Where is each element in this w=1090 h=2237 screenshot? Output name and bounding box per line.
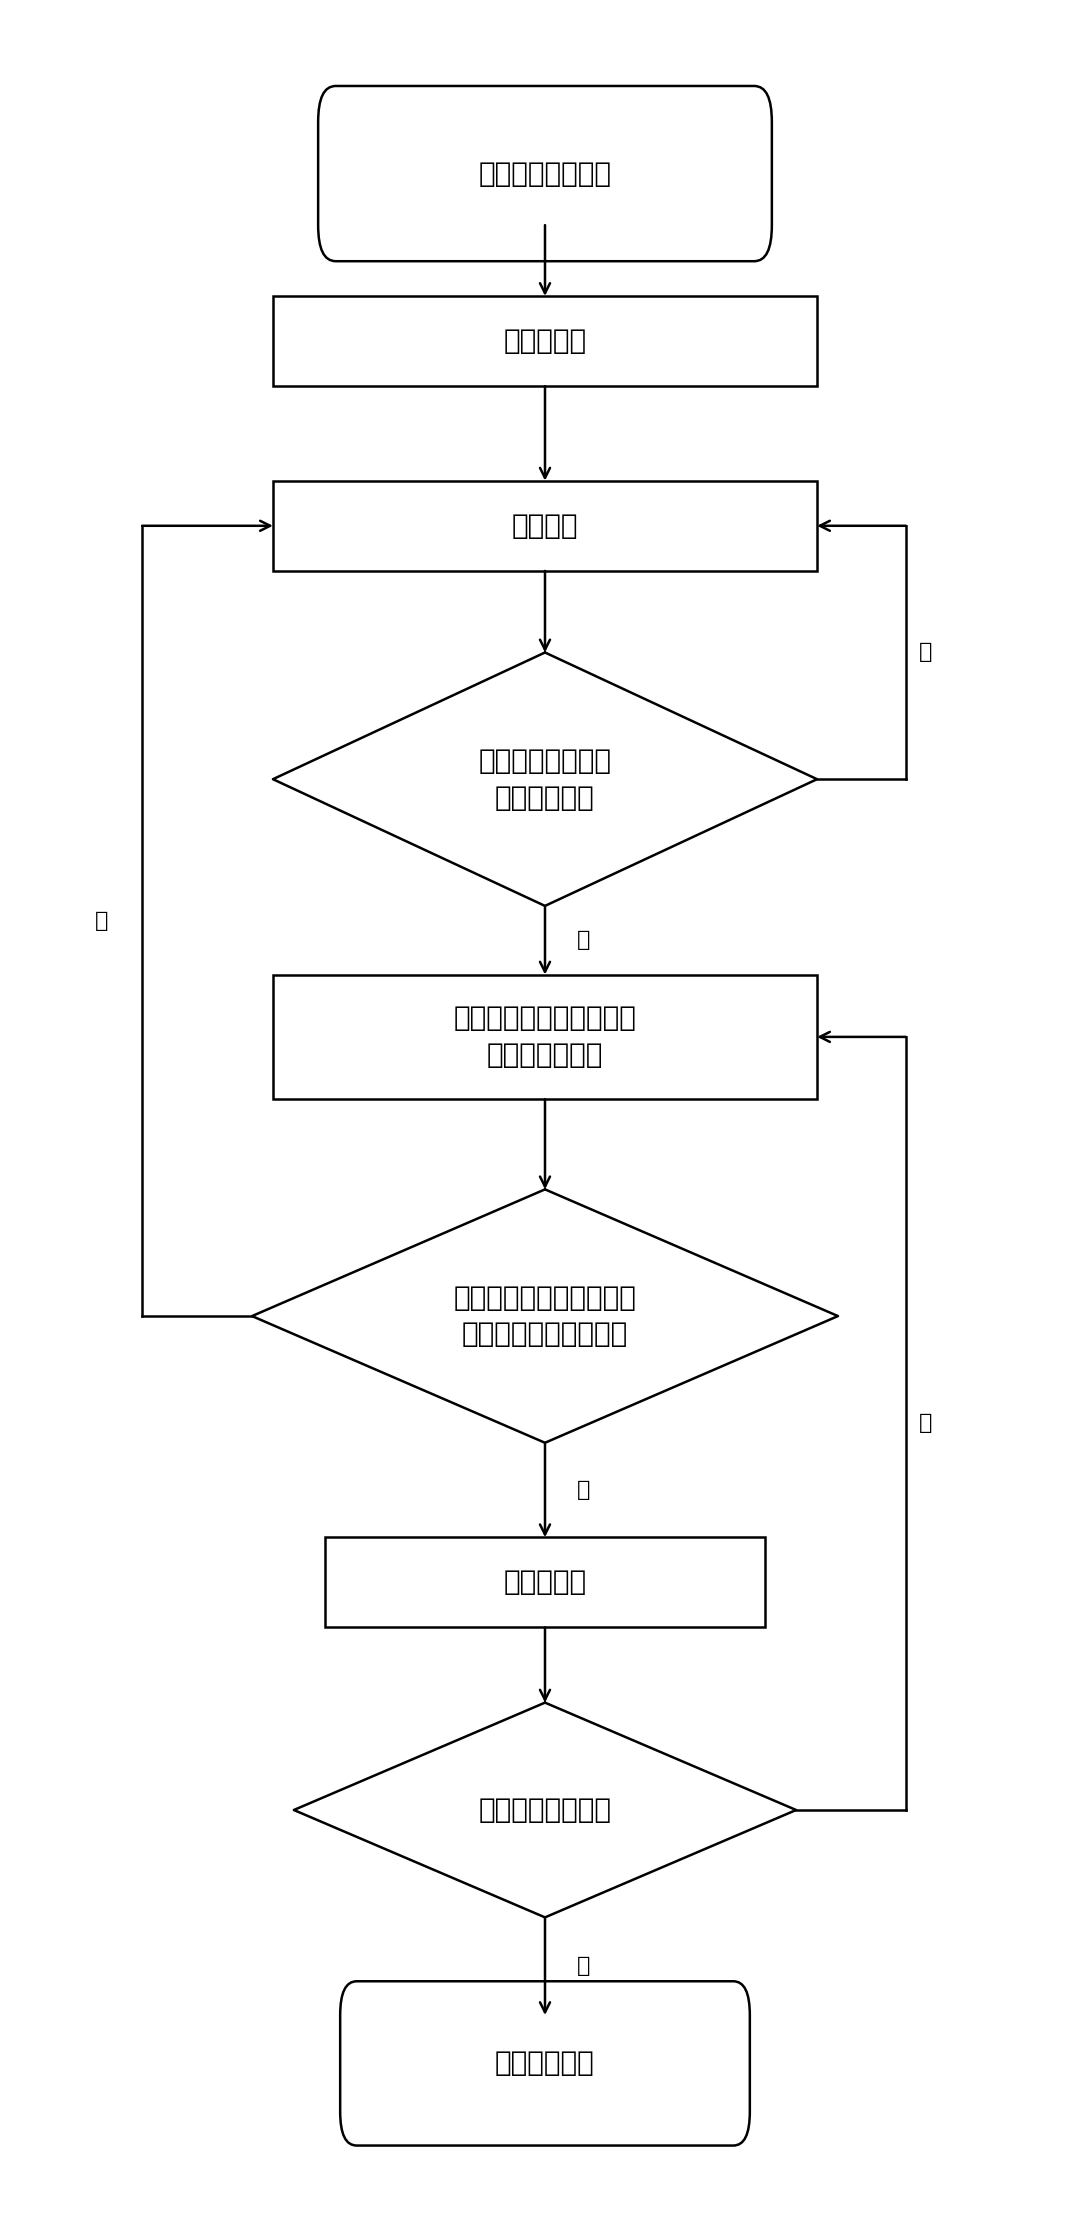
Text: 是: 是 (577, 1481, 590, 1501)
Text: 获取混叠光谱图像: 获取混叠光谱图像 (479, 159, 611, 188)
Text: 当前估计值的下一个估计
值的继续条件是否满足: 当前估计值的下一个估计 值的继续条件是否满足 (453, 1284, 637, 1349)
Text: 否: 否 (95, 910, 108, 931)
Bar (272, 975, 818, 1098)
Text: 获取图像重构当前估计值
的下一个估计值: 获取图像重构当前估计值 的下一个估计值 (453, 1004, 637, 1069)
Polygon shape (252, 1190, 838, 1443)
Bar (272, 295, 818, 387)
Text: 当前估计值的继续
条件是否满足: 当前估计值的继续 条件是否满足 (479, 747, 611, 812)
Text: 否: 否 (919, 642, 932, 662)
Text: 是: 是 (577, 1955, 590, 1975)
Text: 终止条件是否满足: 终止条件是否满足 (479, 1796, 611, 1823)
Polygon shape (294, 1702, 796, 1917)
Bar (325, 1537, 765, 1629)
Text: 得到重构图像: 得到重构图像 (495, 2049, 595, 2078)
Text: 降噪处理: 降噪处理 (511, 512, 579, 539)
FancyBboxPatch shape (318, 85, 772, 262)
Text: 更新估计值: 更新估计值 (504, 1568, 586, 1597)
Text: 是: 是 (577, 931, 590, 951)
FancyBboxPatch shape (340, 1982, 750, 2145)
Polygon shape (272, 653, 818, 906)
Bar (272, 481, 818, 570)
Text: 数据初始化: 数据初始化 (504, 327, 586, 356)
Text: 否: 否 (919, 1414, 932, 1434)
